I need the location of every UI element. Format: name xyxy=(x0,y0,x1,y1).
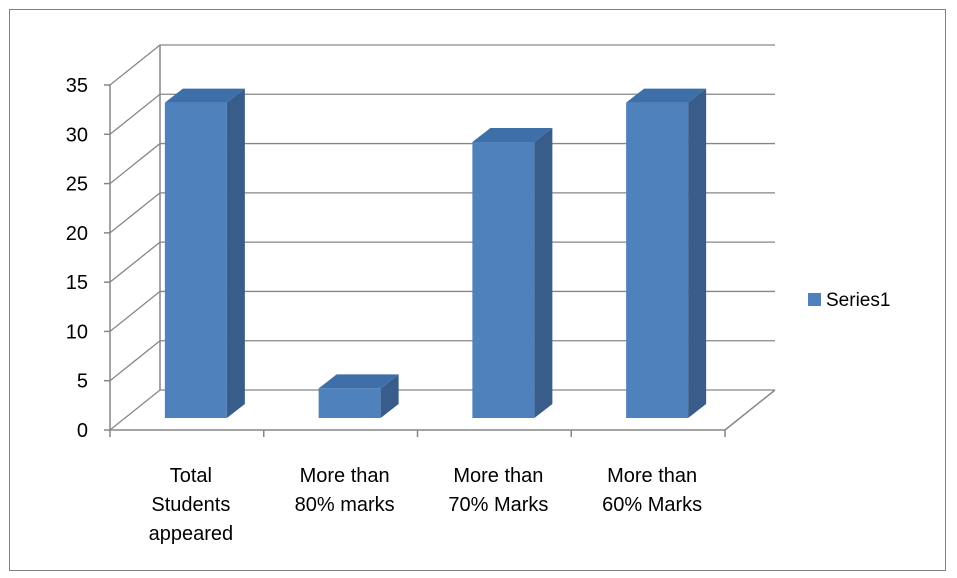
x-tick-label-line: More than xyxy=(453,465,543,487)
legend: Series1 xyxy=(808,290,890,311)
x-tick-label: More than 70% Marks xyxy=(448,465,548,516)
gridline xyxy=(109,142,775,185)
legend-label: Series1 xyxy=(826,290,890,311)
gridline xyxy=(109,192,775,234)
y-tick-label: 20 xyxy=(66,223,88,245)
bar-front xyxy=(626,102,689,419)
axes xyxy=(104,84,726,437)
gridline xyxy=(109,93,775,135)
bar xyxy=(318,374,399,418)
floor-right-edge xyxy=(724,389,776,431)
gridline xyxy=(109,290,775,332)
y-tick-labels: 0 5 10 15 20 25 30 35 xyxy=(66,75,88,442)
bar xyxy=(164,88,245,419)
gridline-floor xyxy=(109,389,775,431)
y-tick-label: 10 xyxy=(66,321,88,343)
x-tick-label-line: 80% marks xyxy=(295,494,395,516)
bar-side xyxy=(534,128,553,418)
bars xyxy=(164,88,707,419)
y-tick-label: 35 xyxy=(66,75,88,97)
bar-front xyxy=(318,388,381,418)
bar xyxy=(472,128,553,418)
bar-front xyxy=(472,142,535,418)
x-tick-label-line: More than xyxy=(300,465,390,487)
x-tick-label-line: Students xyxy=(151,494,230,516)
y-tick-label: 30 xyxy=(66,124,88,146)
y-tick-label: 15 xyxy=(66,272,88,294)
legend-swatch xyxy=(808,293,821,306)
x-tick-label-line: appeared xyxy=(149,523,234,545)
bar-top xyxy=(472,128,553,142)
y-tick-label: 25 xyxy=(66,174,88,196)
x-tick-label-line: Total xyxy=(170,465,212,487)
x-tick-label: More than 60% Marks xyxy=(602,465,702,516)
bar-side xyxy=(226,88,245,419)
bar-side xyxy=(380,374,399,418)
x-tick-label-line: More than xyxy=(607,465,697,487)
gridline xyxy=(109,241,775,283)
bar-side xyxy=(688,88,707,419)
bar xyxy=(626,88,707,419)
gridlines xyxy=(109,44,775,431)
bar-top xyxy=(164,88,245,103)
gridline xyxy=(109,44,775,86)
x-tick-label-line: 70% Marks xyxy=(448,494,548,516)
chart-walls xyxy=(159,45,776,431)
y-tick-label: 5 xyxy=(77,371,88,393)
bar-top xyxy=(626,88,707,103)
x-tick-label: Total Students appeared xyxy=(149,465,234,545)
x-tick-label: More than 80% marks xyxy=(295,465,395,516)
bar-front xyxy=(164,102,227,419)
gridline xyxy=(109,340,775,382)
y-tick-label: 0 xyxy=(77,420,88,442)
x-tick-label-line: 60% Marks xyxy=(602,494,702,516)
bar-top xyxy=(318,374,399,389)
